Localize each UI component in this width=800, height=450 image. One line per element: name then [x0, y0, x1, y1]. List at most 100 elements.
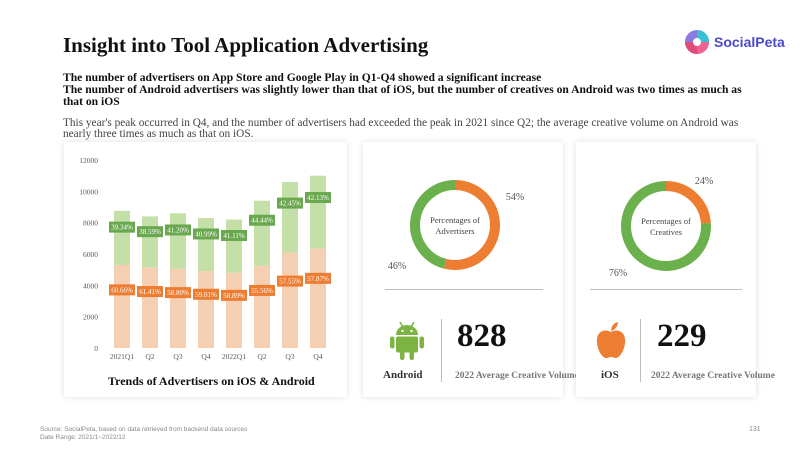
advertisers-donut-label-android: 54% — [506, 192, 524, 203]
x-tick-label: Q3 — [285, 352, 294, 361]
socialpeta-logo-text: SocialPeta — [714, 34, 785, 50]
ios-share-label-bg — [305, 192, 331, 204]
creatives-donut-center-label: Percentages of — [641, 216, 691, 226]
android-volume-caption: 2022 Average Creative Volume — [455, 371, 579, 381]
ios-card-divider — [640, 319, 641, 382]
android-bar — [282, 252, 298, 348]
android-share-label: 60.66% — [111, 286, 133, 294]
y-tick-label: 2000 — [83, 313, 98, 322]
creatives-donut-label-android: 76% — [609, 268, 627, 279]
creatives-donut-label-ios: 24% — [695, 176, 713, 187]
headline: The number of advertisers on App Store a… — [63, 72, 763, 108]
page-number: 131 — [749, 426, 761, 433]
source-line: Source: SocialPeta, based on data retrie… — [40, 426, 248, 433]
android-share-label-bg — [165, 287, 191, 299]
creatives-donut-slice-android — [621, 181, 711, 271]
ios-bar — [170, 213, 186, 269]
creatives-donut-slice-ios — [665, 181, 711, 225]
ios-share-label-bg — [193, 228, 219, 240]
headline-line-1: The number of advertisers on App Store a… — [63, 71, 542, 84]
ios-bar — [142, 216, 158, 268]
advertisers-divider — [385, 289, 543, 290]
ios-share-label: 44.44% — [251, 217, 273, 225]
x-tick-label: Q4 — [201, 352, 210, 361]
ios-share-label: 42.45% — [279, 200, 301, 208]
ios-volume-caption: 2022 Average Creative Volume — [651, 371, 775, 381]
android-share-label-bg — [249, 284, 275, 296]
headline-line-2: The number of Android advertisers was sl… — [63, 83, 742, 108]
ios-share-label: 39.34% — [111, 224, 133, 232]
android-share-label-bg — [221, 289, 247, 301]
ios-share-label: 41.20% — [167, 226, 189, 234]
advertisers-donut-center-label: Percentages of — [430, 215, 480, 225]
x-tick-label: Q2 — [257, 352, 266, 361]
y-tick-label: 6000 — [83, 250, 98, 259]
ios-bar — [310, 175, 326, 249]
android-share-label: 61.41% — [139, 288, 161, 296]
android-share-label-bg — [193, 288, 219, 300]
android-share-label: 59.01% — [195, 291, 217, 299]
apple-icon — [596, 322, 626, 358]
socialpeta-logo: SocialPeta — [684, 28, 794, 56]
advertisers-donut-slice-ios — [410, 180, 456, 269]
y-tick-label: 12000 — [79, 156, 98, 165]
android-share-label-bg — [277, 275, 303, 287]
ios-share-label-bg — [249, 214, 275, 226]
y-tick-label: 10000 — [79, 187, 98, 196]
android-share-label: 58.80% — [167, 289, 189, 297]
ios-bar — [282, 181, 298, 253]
android-bar — [170, 268, 186, 348]
y-tick-label: 0 — [94, 344, 98, 353]
page-title: Insight into Tool Application Advertisin… — [63, 33, 429, 57]
ios-share-label-bg — [137, 226, 163, 238]
ios-share-label-bg — [277, 197, 303, 209]
android-share-label: 58.89% — [223, 292, 245, 300]
ios-share-label: 42.13% — [307, 194, 329, 202]
android-bar — [310, 248, 326, 348]
creatives-divider — [590, 289, 742, 290]
ios-share-label: 38.59% — [139, 228, 161, 236]
ios-share-label-bg — [221, 230, 247, 242]
ios-share-label-bg — [109, 221, 135, 233]
advertisers-bar-chart: 0 2000 4000 6000 8000 10000 12000 2021Q1 60.66% 3… — [79, 156, 331, 361]
advertisers-donut-label-ios: 46% — [388, 261, 406, 272]
x-tick-label: 2022Q1 — [222, 352, 246, 361]
android-bar — [142, 267, 158, 348]
android-share-label-bg — [109, 284, 135, 296]
android-creative-volume: 828 — [457, 318, 507, 354]
source-note: Source: SocialPeta, based on data retrie… — [40, 426, 247, 442]
ios-label: iOS — [601, 369, 619, 381]
ios-bar — [226, 219, 242, 273]
android-bar — [226, 272, 242, 348]
ios-share-label: 40.99% — [195, 230, 217, 238]
y-tick-label: 4000 — [83, 281, 98, 290]
y-tick-label: 8000 — [83, 219, 98, 228]
android-label: Android — [383, 369, 423, 381]
x-tick-label: Q2 — [145, 352, 154, 361]
advertisers-donut-slice-android — [443, 180, 500, 270]
ios-share-label: 41.11% — [223, 232, 244, 240]
creatives-donut-center-label: Creatives — [650, 227, 682, 237]
ios-bar — [198, 217, 214, 272]
android-share-label: 55.56% — [251, 287, 273, 295]
ios-bar — [114, 210, 130, 265]
x-tick-label: 2021Q1 — [110, 352, 134, 361]
ios-bar — [254, 200, 270, 266]
android-bar — [254, 265, 270, 348]
android-bar — [114, 264, 130, 348]
ios-creative-volume: 229 — [657, 318, 707, 354]
description: This year's peak occurred in Q4, and the… — [63, 117, 739, 140]
x-tick-label: Q4 — [313, 352, 322, 361]
android-bar — [198, 271, 214, 348]
bar-chart-title: Trends of Advertisers on iOS & Android — [108, 374, 315, 388]
android-share-label-bg — [305, 272, 331, 284]
socialpeta-logo-icon — [685, 30, 709, 54]
android-share-label-bg — [137, 286, 163, 298]
android-icon — [390, 321, 424, 360]
android-card-divider — [441, 319, 442, 382]
android-share-label: 57.55% — [279, 278, 301, 286]
date-range: Date Range: 2021/1~2022/12 — [40, 434, 126, 441]
x-tick-label: Q3 — [173, 352, 182, 361]
advertisers-donut-center-label: Advertisers — [435, 226, 474, 236]
